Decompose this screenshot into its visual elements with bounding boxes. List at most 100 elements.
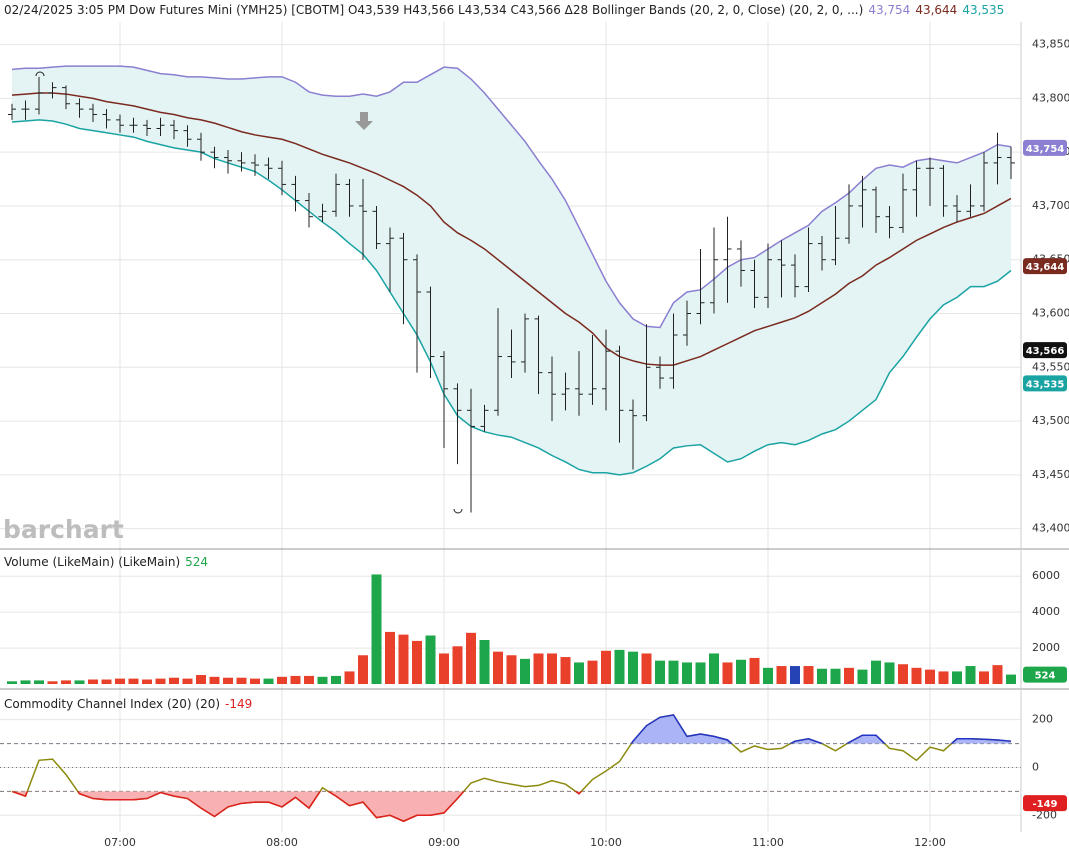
volume-bar xyxy=(952,671,962,684)
price-marker xyxy=(1023,258,1067,275)
volume-bar xyxy=(628,651,638,684)
band-line xyxy=(11,92,1012,366)
volume-bar xyxy=(7,681,17,684)
volume-value: 524 xyxy=(185,555,208,569)
volume-bar xyxy=(398,634,409,684)
volume-bar xyxy=(506,655,517,684)
middle-band-value: 43,644 xyxy=(915,3,957,17)
volume-bar xyxy=(182,678,193,684)
volume-bar xyxy=(925,669,935,684)
volume-bar xyxy=(277,676,287,684)
volume-bar xyxy=(763,667,773,684)
volume-bar xyxy=(736,659,746,684)
upper-band-value: 43,754 xyxy=(868,3,910,17)
y-tick-label: 43,550 xyxy=(1032,360,1069,373)
cci-value: -149 xyxy=(225,697,252,711)
price-marker xyxy=(1023,342,1067,359)
volume-bar xyxy=(898,664,908,684)
volume-bar xyxy=(749,657,760,684)
volume-bar xyxy=(155,678,166,684)
volume-bar xyxy=(317,676,328,684)
x-tick-label: 09:00 xyxy=(428,836,460,849)
y-tick-label: 43,400 xyxy=(1032,522,1069,535)
volume-bar xyxy=(223,677,233,684)
volume-bar xyxy=(479,640,490,684)
volume-bar xyxy=(709,653,719,684)
volume-bar xyxy=(196,675,206,684)
volume-bar xyxy=(304,675,314,684)
header-text: Volume (LikeMain) (LikeMain) xyxy=(4,555,180,569)
volume-bar xyxy=(20,680,31,684)
cci-line-zone xyxy=(11,791,583,823)
price-marker-label: 43,754 xyxy=(1026,144,1065,155)
y-tick-label: 4000 xyxy=(1032,605,1060,618)
volume-bar xyxy=(263,678,274,684)
volume-bar xyxy=(790,666,800,684)
volume-bar xyxy=(47,681,58,684)
y-tick-label: 43,500 xyxy=(1032,414,1069,427)
volume-bar xyxy=(34,680,44,684)
y-tick-label: 43,800 xyxy=(1032,91,1069,104)
volume-bar xyxy=(439,653,449,684)
y-tick-label: 43,600 xyxy=(1032,307,1069,320)
volume-bar xyxy=(682,662,692,684)
price-marker xyxy=(1023,375,1067,392)
y-tick-label: 43,700 xyxy=(1032,199,1069,212)
volume-bar xyxy=(128,678,139,684)
y-tick-label: 0 xyxy=(1032,760,1039,773)
y-tick-label: 43,450 xyxy=(1032,468,1069,481)
y-tick-label: 200 xyxy=(1032,713,1053,726)
volume-bar xyxy=(695,662,706,684)
header-text: 02/24/2025 3:05 PM Dow Futures Mini (YMH… xyxy=(4,3,863,17)
volume-bar xyxy=(493,651,503,684)
volume-bar xyxy=(857,669,868,684)
volume-bar xyxy=(641,653,652,684)
cci-zone-fill xyxy=(12,791,1011,822)
volume-bar xyxy=(668,660,679,684)
volume-bar xyxy=(871,660,881,684)
x-tick-label: 07:00 xyxy=(104,836,136,849)
volume-bar xyxy=(236,677,247,684)
low-marker-icon xyxy=(453,508,463,514)
volume-bar xyxy=(992,665,1003,684)
volume-bar xyxy=(371,574,382,684)
header-text: Commodity Channel Index (20) (20) xyxy=(4,697,220,711)
price-marker xyxy=(1023,795,1067,812)
price-marker-label: 524 xyxy=(1035,671,1056,682)
volume-bar xyxy=(817,668,827,684)
volume-bar xyxy=(452,646,463,684)
price-marker-label: -149 xyxy=(1032,799,1057,810)
volume-bar xyxy=(101,679,112,684)
volume-bar xyxy=(614,649,625,684)
event-arrow-icon xyxy=(355,112,373,130)
lower-band-value: 43,535 xyxy=(962,3,1004,17)
volume-bar xyxy=(560,657,571,684)
volume-bar xyxy=(331,675,341,684)
volume-bar xyxy=(965,666,976,684)
volume-bar xyxy=(142,679,152,684)
band-line xyxy=(11,119,1012,476)
volume-bar xyxy=(88,679,98,684)
volume-bar xyxy=(358,655,368,684)
volume-bar xyxy=(574,662,584,684)
volume-bar xyxy=(722,662,733,684)
x-tick-label: 12:00 xyxy=(914,836,946,849)
band-line xyxy=(11,65,1012,329)
y-tick-label: 2000 xyxy=(1032,641,1060,654)
cci-zone-fill xyxy=(12,714,1011,744)
volume-bar xyxy=(412,640,422,684)
volume-bar xyxy=(830,668,841,684)
cci-line xyxy=(11,714,1012,823)
x-tick-label: 11:00 xyxy=(752,836,784,849)
price-marker-label: 43,644 xyxy=(1026,262,1065,273)
price-marker xyxy=(1023,666,1067,683)
volume-bar xyxy=(425,635,436,684)
x-tick-label: 08:00 xyxy=(266,836,298,849)
volume-bar xyxy=(74,680,85,684)
volume-bar xyxy=(1006,674,1016,684)
high-marker-icon xyxy=(35,71,45,77)
volume-header: Volume (LikeMain) (LikeMain) 524 xyxy=(4,555,208,569)
price-marker-label: 43,535 xyxy=(1026,379,1065,390)
volume-bar xyxy=(209,676,220,684)
price-marker-label: 43,566 xyxy=(1026,346,1065,357)
